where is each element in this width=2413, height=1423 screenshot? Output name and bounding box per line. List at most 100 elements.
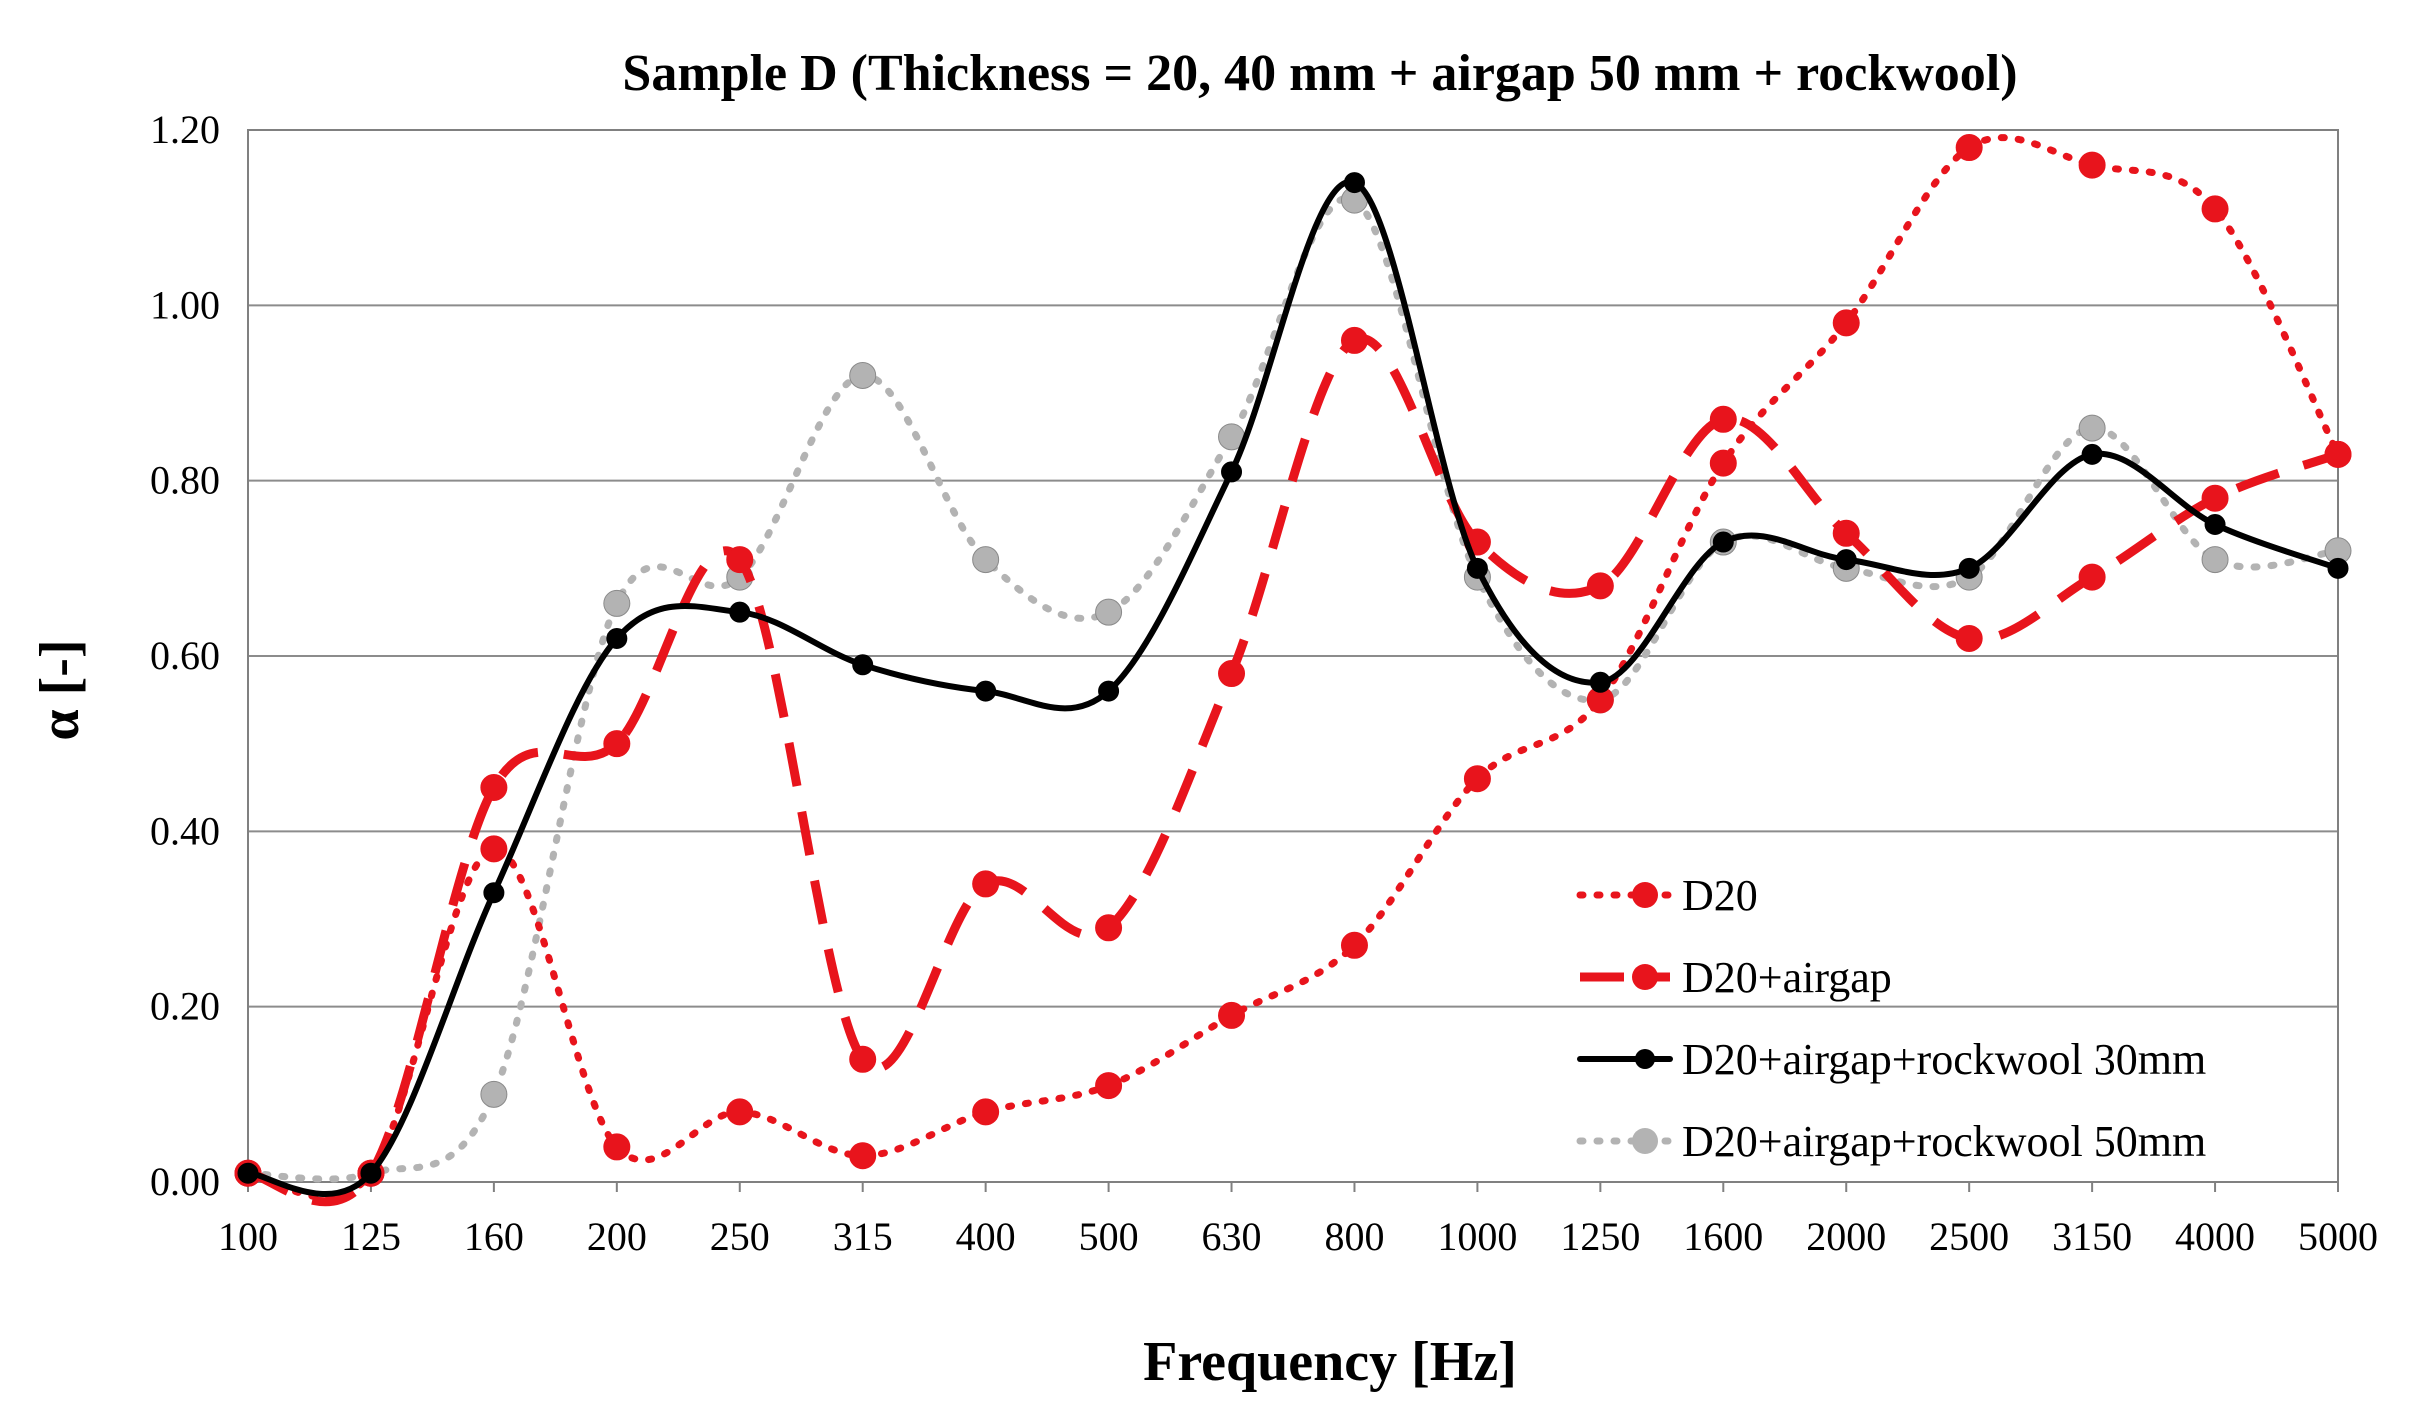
data-point <box>1958 557 1980 579</box>
data-point <box>726 546 754 574</box>
data-point <box>1340 931 1368 959</box>
legend-label: D20+airgap <box>1682 953 1892 1002</box>
data-point <box>1832 309 1860 337</box>
data-point <box>1586 572 1614 600</box>
y-tick-label: 0.40 <box>150 808 220 853</box>
data-point <box>849 361 877 389</box>
x-tick-label: 4000 <box>2175 1214 2255 1259</box>
data-point <box>972 1098 1000 1126</box>
y-tick-label: 0.00 <box>150 1159 220 1204</box>
data-point <box>2327 557 2349 579</box>
x-tick-label: 1000 <box>1437 1214 1517 1259</box>
x-tick-label: 630 <box>1202 1214 1262 1259</box>
data-point <box>1343 172 1365 194</box>
y-tick-label: 0.80 <box>150 458 220 503</box>
data-point <box>1955 624 1983 652</box>
x-tick-label: 3150 <box>2052 1214 2132 1259</box>
data-point <box>480 774 508 801</box>
data-point <box>975 680 997 702</box>
data-point <box>237 1162 259 1184</box>
data-point <box>603 1133 631 1161</box>
data-point <box>360 1162 382 1184</box>
data-point <box>849 1142 877 1170</box>
legend-item: D20+airgap <box>1580 953 1892 1002</box>
x-tick-label: 315 <box>833 1214 893 1259</box>
data-point <box>1709 405 1737 433</box>
x-axis-ticks: 100 125 160 200 250 315 400 500 630 800 1000 1250 16… <box>218 1182 2378 1259</box>
data-point <box>1095 598 1123 626</box>
data-point <box>1218 1001 1246 1029</box>
legend-label: D20+airgap+rockwool 50mm <box>1682 1117 2206 1166</box>
data-point <box>2201 484 2229 512</box>
data-point <box>2078 414 2106 442</box>
data-point <box>1098 680 1120 702</box>
legend-item: D20+airgap+rockwool 30mm <box>1577 1035 2206 1084</box>
series-2 <box>237 172 2349 1197</box>
data-point <box>1218 660 1246 688</box>
y-tick-label: 0.20 <box>150 984 220 1029</box>
data-point <box>2204 514 2226 535</box>
data-point <box>852 654 874 676</box>
y-axis-title: α [-] <box>29 639 91 740</box>
x-tick-label: 160 <box>464 1214 524 1259</box>
legend-swatch-marker <box>1632 882 1658 908</box>
legend-item: D20+airgap+rockwool 50mm <box>1576 1117 2206 1166</box>
data-point <box>1466 557 1488 579</box>
x-tick-label: 500 <box>1079 1214 1139 1259</box>
x-axis-title: Frequency [Hz] <box>1143 1331 1517 1393</box>
series-line <box>244 194 2342 1183</box>
x-tick-label: 100 <box>218 1214 278 1259</box>
data-point <box>480 1080 508 1108</box>
data-point <box>2324 440 2352 468</box>
data-point <box>1709 449 1737 477</box>
legend-label: D20 <box>1682 871 1758 920</box>
data-point <box>2201 546 2229 574</box>
data-point <box>2081 443 2103 465</box>
series-lines <box>234 134 2352 1207</box>
x-tick-label: 250 <box>710 1214 770 1259</box>
data-point <box>849 1045 877 1073</box>
data-point <box>603 589 631 617</box>
data-point <box>1832 519 1860 547</box>
legend-swatch-marker <box>1632 964 1658 990</box>
x-tick-label: 1600 <box>1683 1214 1763 1259</box>
data-point <box>483 882 505 904</box>
data-point <box>1095 1072 1123 1100</box>
data-point <box>1095 914 1123 942</box>
y-tick-label: 1.00 <box>150 282 220 327</box>
data-point <box>972 870 1000 898</box>
data-point <box>2078 563 2106 591</box>
data-point <box>1589 671 1611 693</box>
x-tick-label: 200 <box>587 1214 647 1259</box>
data-point <box>1463 765 1491 793</box>
x-tick-label: 800 <box>1324 1214 1384 1259</box>
data-point <box>480 835 508 863</box>
data-point <box>606 627 628 649</box>
y-tick-label: 1.20 <box>150 107 220 152</box>
plot-frame <box>247 129 2339 1183</box>
x-tick-label: 1250 <box>1560 1214 1640 1259</box>
data-point <box>726 1098 754 1126</box>
legend-swatch-marker <box>1632 1128 1658 1154</box>
data-point <box>2078 151 2106 179</box>
data-point <box>603 730 631 758</box>
legend-item: D20 <box>1576 871 1758 920</box>
data-point <box>1712 531 1734 553</box>
data-point <box>729 601 751 623</box>
legend: D20 D20+airgap D20+airgap+rockwool 30mm D20… <box>1576 871 2206 1166</box>
series-line <box>247 334 2340 1207</box>
data-point <box>972 546 1000 574</box>
x-tick-label: 2500 <box>1929 1214 2009 1259</box>
data-point <box>1955 134 1983 162</box>
x-tick-label: 2000 <box>1806 1214 1886 1259</box>
legend-label: D20+airgap+rockwool 30mm <box>1682 1035 2206 1084</box>
data-point <box>1340 326 1368 354</box>
data-point <box>2201 195 2229 223</box>
legend-swatch-marker <box>1635 1049 1655 1069</box>
x-tick-label: 5000 <box>2298 1214 2378 1259</box>
chart-title: Sample D (Thickness = 20, 40 mm + airgap… <box>622 45 2017 102</box>
x-tick-label: 400 <box>956 1214 1016 1259</box>
data-point <box>1221 461 1243 483</box>
